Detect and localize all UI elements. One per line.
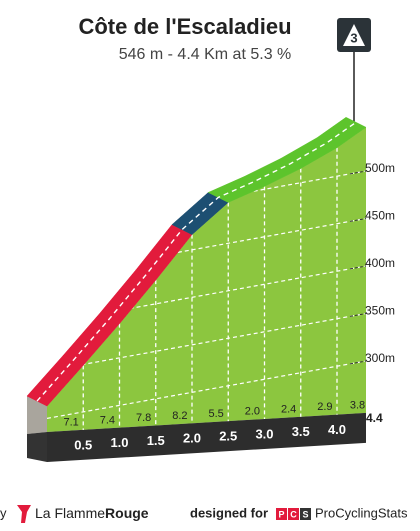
x-tick-label: 0.5 (74, 437, 92, 452)
grid-line (47, 311, 366, 372)
x-tick-label: 1.0 (110, 435, 128, 450)
pcs-box (276, 508, 287, 520)
grid-line-ext (349, 170, 367, 175)
gradient-label: 7.1 (63, 416, 78, 428)
x-tick-label: 1.5 (147, 433, 165, 448)
x-tick-label: 4.0 (328, 422, 346, 437)
pcs-box (288, 508, 299, 520)
x-tick-label: 2.0 (183, 431, 201, 446)
pcs-letter: S (302, 509, 308, 519)
grid-line (47, 168, 366, 230)
gradient-label: 2.4 (281, 403, 296, 415)
y-tick-label: 450m (365, 209, 395, 223)
side-face (27, 396, 47, 434)
brand-a: La Flamme (35, 505, 105, 521)
category-label: 3 (350, 30, 357, 45)
profile: 300m 350m 400m 450m 500m 7.1 7.4 7.8 8.2 5.5 2.0 2.… (26, 117, 395, 462)
gradient-label: 3.8 (350, 399, 365, 411)
grid-line-ext (349, 313, 367, 317)
y-tick-label: 350m (365, 304, 395, 318)
gradient-label: 7.8 (136, 412, 151, 424)
grid-line-ext (349, 218, 367, 222)
grid-line-ext (349, 265, 367, 270)
pcs-letter: C (290, 509, 297, 519)
brand: La FlammeRouge (35, 505, 149, 521)
flame-icon (17, 505, 31, 523)
badge-triangle (343, 24, 365, 46)
pcs-letter: P (278, 509, 284, 519)
grid-line (47, 358, 366, 420)
y-tick-label: 500m (365, 161, 395, 175)
gradient-label: 7.4 (100, 414, 115, 426)
site-name: ProCyclingStats (315, 505, 408, 520)
chart-title: Côte de l'Escaladieu (78, 14, 291, 39)
x-tick-label: 2.5 (219, 429, 237, 444)
grid-line (47, 263, 366, 325)
grid-line (47, 216, 366, 277)
gradient-label: 8.2 (172, 410, 187, 422)
x-tick-label: 4.4 (366, 411, 383, 425)
brand-b: Rouge (105, 505, 149, 521)
gradient-label: 2.0 (245, 406, 260, 418)
base-band (47, 412, 366, 462)
strip-centerline (36, 121, 357, 402)
gradient-label: 5.5 (208, 408, 223, 420)
grid-line-ext (349, 360, 367, 365)
profile-face (47, 127, 366, 433)
designed-for: designed for (190, 505, 268, 520)
y-tick-label: 300m (365, 351, 395, 365)
y-tick-label: 400m (365, 256, 395, 270)
side-base (27, 432, 47, 462)
segment-strip (316, 117, 367, 149)
chart-subtitle: 546 m - 4.4 Km at 5.3 % (119, 46, 292, 63)
x-tick-label: 3.5 (292, 424, 310, 439)
gradient-label: 2.9 (317, 401, 332, 413)
pcs-box (300, 508, 311, 520)
x-tick-label: 3.0 (255, 426, 273, 441)
credit-prefix: y (0, 505, 7, 520)
